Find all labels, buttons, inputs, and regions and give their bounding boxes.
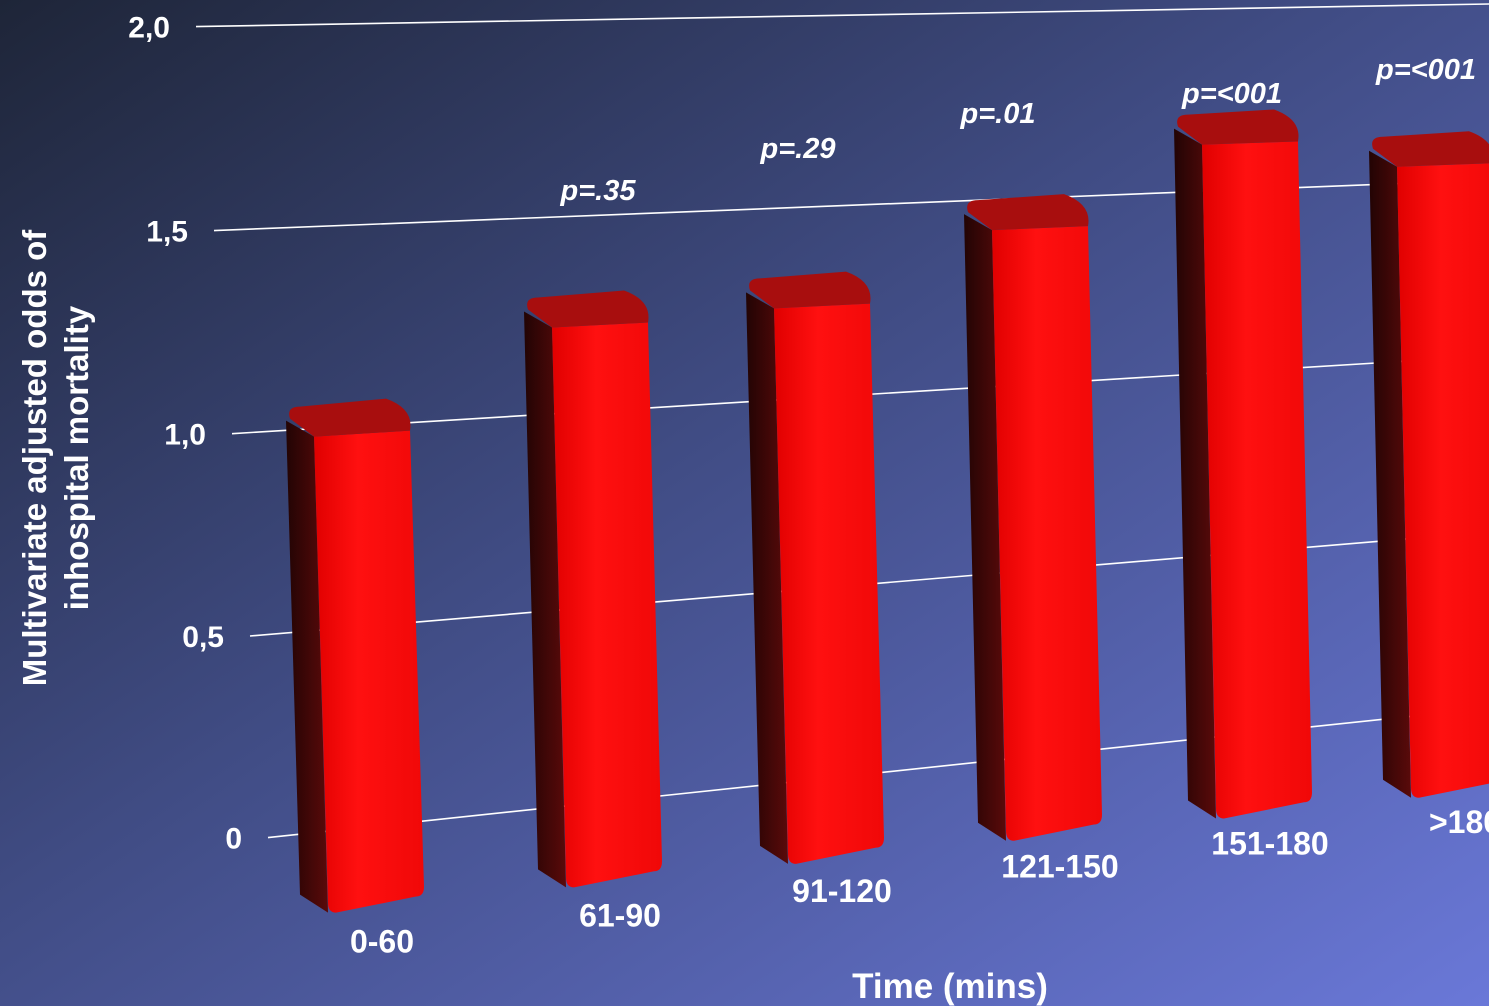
- p-value-label: p=<001: [1181, 78, 1282, 110]
- category-label: 151-180: [1211, 825, 1328, 861]
- bar: [286, 398, 424, 913]
- bar-front: [992, 226, 1102, 841]
- y-axis-ticks: 0 0,5 1,0 1,5 2,0: [128, 12, 242, 856]
- p-value-label: p=.35: [560, 175, 637, 207]
- category-label: 0-60: [350, 924, 414, 960]
- bar: [964, 194, 1102, 841]
- bar-top: [527, 290, 649, 328]
- bar-front: [314, 430, 424, 913]
- p-value-label: p=<001: [1375, 54, 1476, 86]
- y-tick-label: 0: [225, 823, 242, 856]
- bar-top: [1372, 131, 1489, 167]
- y-axis-title-line-1: Multivariate adjusted odds of: [16, 229, 53, 687]
- bar: [1369, 131, 1489, 798]
- bar-side: [1369, 150, 1411, 798]
- bars: [286, 109, 1489, 913]
- bar-side: [524, 311, 566, 888]
- y-axis-title-line-2: inhospital mortality: [58, 305, 95, 610]
- category-label: >180: [1429, 804, 1489, 840]
- category-label: 61-90: [579, 897, 661, 933]
- bar-side: [1174, 128, 1216, 819]
- bar-front: [552, 322, 662, 888]
- bar: [524, 290, 662, 888]
- bar: [746, 271, 884, 864]
- x-axis-title: Time (mins): [852, 967, 1048, 1006]
- bar-side: [746, 292, 788, 864]
- p-value-label: p=.01: [960, 98, 1036, 130]
- p-value-label: p=.29: [760, 133, 836, 165]
- y-tick-label: 1,5: [146, 216, 188, 249]
- y-tick-label: 0,5: [182, 621, 224, 654]
- bar-front: [1397, 163, 1489, 798]
- bar-side: [286, 420, 328, 913]
- y-tick-label: 2,0: [128, 12, 170, 45]
- bar-top: [1177, 109, 1299, 145]
- bar-top: [749, 271, 871, 309]
- bar-top: [289, 398, 411, 437]
- gridline: [195, 3, 1489, 28]
- category-label: 91-120: [792, 873, 892, 909]
- y-tick-label: 1,0: [164, 419, 206, 452]
- p-value-labels: p=.35 p=.29 p=.01 p=<001 p=<001: [560, 54, 1476, 207]
- bar-side: [964, 214, 1006, 841]
- bar: [1174, 109, 1312, 819]
- bar-top: [967, 194, 1089, 231]
- category-labels: 0-60 61-90 91-120 121-150 151-180 >180: [350, 804, 1489, 960]
- bar-front: [774, 303, 884, 864]
- category-label: 121-150: [1001, 849, 1118, 885]
- y-axis-title: Multivariate adjusted odds of inhospital…: [16, 229, 95, 687]
- bar-front: [1202, 141, 1312, 819]
